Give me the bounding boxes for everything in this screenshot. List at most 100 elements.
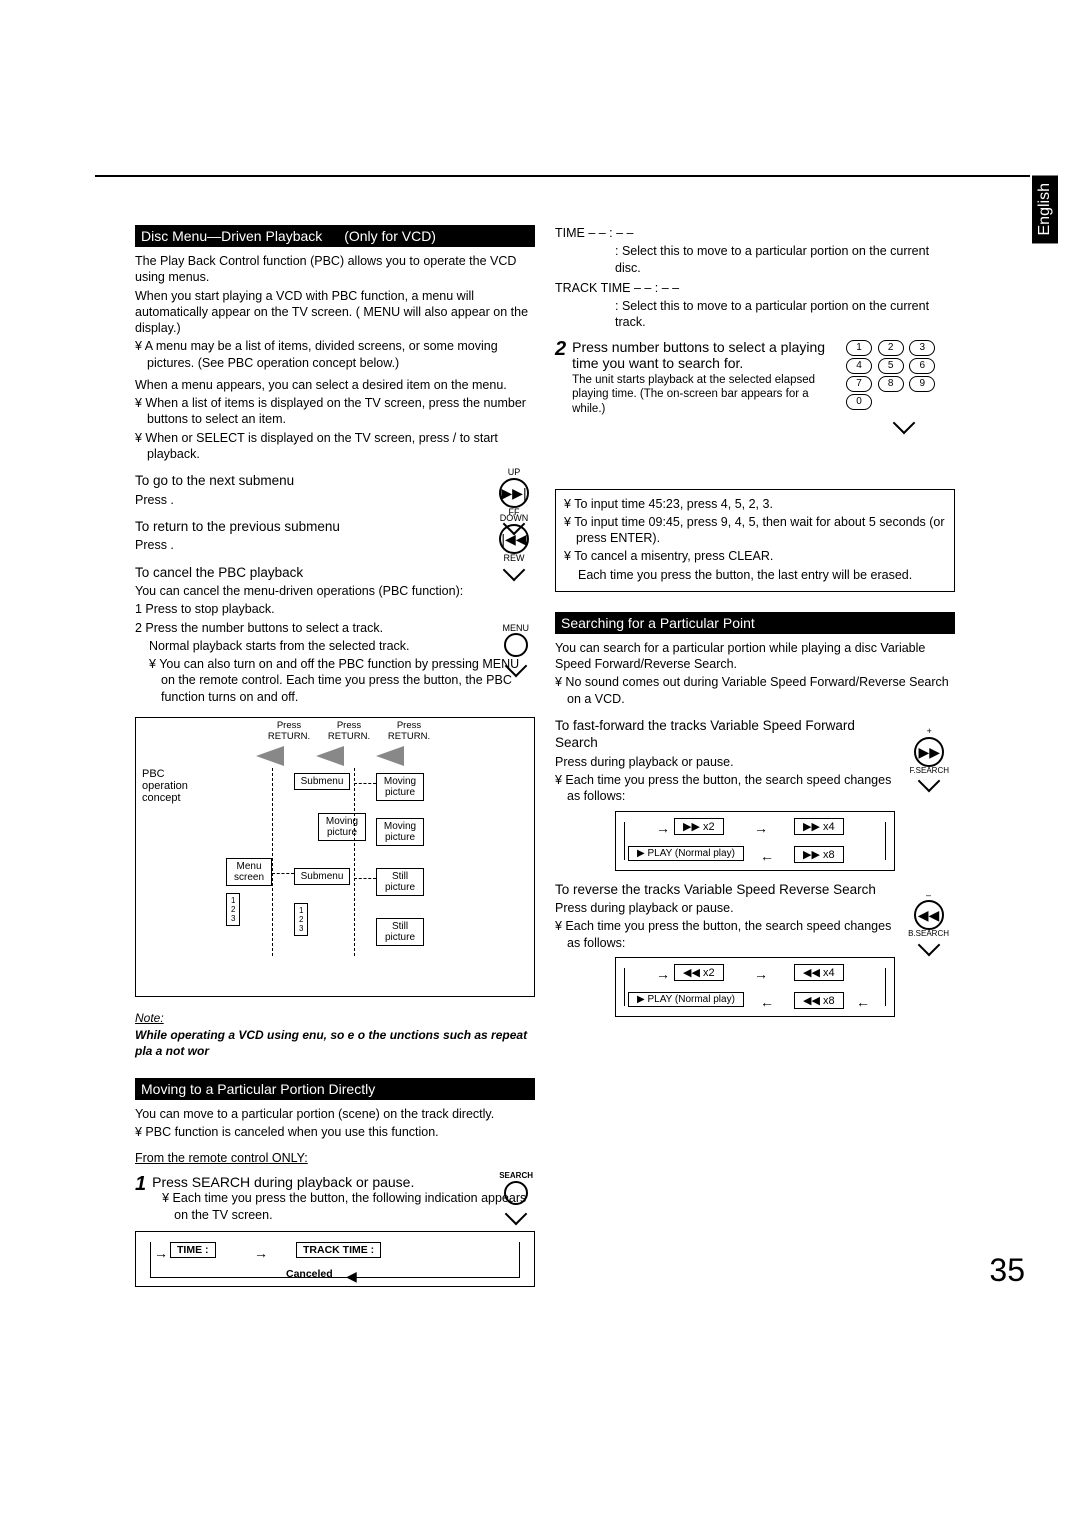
connector-line — [624, 968, 625, 1006]
keypad-6[interactable]: 6 — [909, 358, 935, 374]
arrow-icon: → — [656, 820, 670, 836]
bsearch-circle-icon: ◀◀ — [914, 900, 944, 930]
arrow-icon — [256, 746, 284, 766]
connector-line — [624, 822, 625, 860]
rew-body: Press during playback or pause. — [555, 900, 955, 916]
input-ex-4: Each time you press the button, the last… — [564, 567, 946, 583]
connector-line — [346, 1277, 520, 1278]
rew-play: ▶ PLAY (Normal play) — [628, 992, 744, 1007]
ff-body: Press during playback or pause. — [555, 754, 955, 770]
cancel-line-4: ¥ You can also turn on and off the PBC f… — [135, 656, 535, 705]
keypad-1[interactable]: 1 — [846, 340, 872, 356]
arrow-icon — [316, 746, 344, 766]
moving-pic-1: Moving picture — [318, 813, 366, 841]
still-pic-1: Still picture — [376, 868, 424, 896]
menu-ops-3: ¥ When or SELECT is displayed on the TV … — [135, 430, 535, 463]
connector-line — [519, 1242, 520, 1278]
header-sub: (Only for VCD) — [344, 228, 436, 244]
keypad-9[interactable]: 9 — [909, 376, 935, 392]
arrow-icon — [376, 746, 404, 766]
search-intro-2: ¥ No sound comes out during Variable Spe… — [555, 674, 955, 707]
pointer-icon — [503, 658, 530, 674]
press-return-3: Press RETURN. — [384, 720, 434, 742]
section-header-moving: Moving to a Particular Portion Directly — [135, 1078, 535, 1100]
nums-box-1: 1 2 3 — [226, 893, 240, 926]
connector-line — [885, 968, 886, 1006]
pointer-icon — [853, 415, 955, 431]
page-top-rule — [95, 175, 1030, 177]
rew-icon-circle: |◀◀ — [499, 524, 529, 554]
ff-title: To fast-forward the tracks Variable Spee… — [555, 717, 955, 752]
note-text: While operating a VCD using enu, so e o … — [135, 1028, 535, 1059]
search-intro-1: You can search for a particular portion … — [555, 640, 955, 673]
bsearch-button-icon: – ◀◀ B.SEARCH — [908, 891, 949, 954]
ff-icon-circle: ▶▶| — [499, 478, 529, 508]
step-1-text: Press SEARCH during playback or pause. — [152, 1174, 535, 1190]
input-examples-box: ¥ To input time 45:23, press 4, 5, 2, 3.… — [555, 489, 955, 592]
next-submenu-title: To go to the next submenu — [135, 472, 535, 490]
keypad-4[interactable]: 4 — [846, 358, 872, 374]
pointer-icon — [499, 1206, 533, 1222]
section-header-search-point: Searching for a Particular Point — [555, 612, 955, 634]
fsearch-sign: + — [909, 727, 949, 737]
right-column: TIME – – : – – : Select this to move to … — [555, 225, 955, 1287]
number-keypad: 1 2 3 4 5 6 7 8 9 0 — [845, 339, 955, 431]
dashed-line — [354, 783, 376, 784]
submenu-box-2: Submenu — [294, 868, 350, 885]
arrow-icon: → — [656, 966, 670, 982]
input-ex-1: ¥ To input time 45:23, press 4, 5, 2, 3. — [564, 496, 946, 512]
rew-x8: ◀◀ x8 — [794, 992, 844, 1009]
from-remote-label: From the remote control ONLY: — [135, 1150, 535, 1166]
input-ex-3: ¥ To cancel a misentry, press CLEAR. — [564, 548, 946, 564]
arrow-icon: ← — [856, 994, 870, 1010]
rew-speed-diagram: ◀◀ x2 ◀◀ x4 ◀◀ x8 ▶ PLAY (Normal play) →… — [615, 957, 895, 1017]
press-return-2: Press RETURN. — [324, 720, 374, 742]
cancel-line-3: Normal playback starts from the selected… — [135, 638, 535, 654]
content-area: Disc Menu—Driven Playback (Only for VCD)… — [135, 225, 955, 1287]
cancel-line-0: You can cancel the menu-driven operation… — [135, 583, 535, 599]
time-def-2-b: : Select this to move to a particular po… — [555, 298, 955, 331]
menu-ops-2: ¥ When a list of items is displayed on t… — [135, 395, 535, 428]
moving-line-1: You can move to a particular portion (sc… — [135, 1106, 535, 1122]
fsearch-circle-icon: ▶▶ — [914, 737, 944, 767]
still-pic-2: Still picture — [376, 918, 424, 946]
search-circle-icon — [504, 1181, 528, 1205]
keypad-2[interactable]: 2 — [878, 340, 904, 356]
cancel-pbc-title: To cancel the PBC playback — [135, 564, 535, 582]
menu-ops-1: When a menu appears, you can select a de… — [135, 377, 535, 393]
ff-play: ▶ PLAY (Normal play) — [628, 846, 744, 861]
submenu-box-1: Submenu — [294, 773, 350, 790]
time-def-2: TRACK TIME – – : – – : Select this to mo… — [555, 280, 955, 331]
keypad-0[interactable]: 0 — [846, 394, 872, 410]
step-2-row: 2 Press number buttons to select a playi… — [555, 339, 955, 479]
intro-bullet-1: ¥ A menu may be a list of items, divided… — [135, 338, 535, 371]
menu-button-icon: MENU — [503, 624, 530, 675]
next-submenu-body: Press . — [135, 492, 535, 508]
keypad-8[interactable]: 8 — [878, 376, 904, 392]
language-tab: English — [1032, 175, 1058, 243]
keypad-5[interactable]: 5 — [878, 358, 904, 374]
left-column: Disc Menu—Driven Playback (Only for VCD)… — [135, 225, 535, 1287]
concept-title: PBC operation concept — [142, 768, 212, 804]
intro-p1: The Play Back Control function (PBC) all… — [135, 253, 535, 286]
time-def-2-h: TRACK TIME – – : – – — [555, 280, 955, 296]
arrow-icon: → — [254, 1245, 268, 1261]
time-node: TIME : — [170, 1242, 216, 1258]
step-1-number: 1 — [135, 1174, 146, 1194]
keypad-3[interactable]: 3 — [909, 340, 935, 356]
step-2-sub: The unit starts playback at the selected… — [572, 373, 840, 418]
time-def-1-b: : Select this to move to a particular po… — [555, 243, 955, 276]
arrow-icon: ← — [760, 848, 774, 864]
rew-x2: ◀◀ x2 — [674, 964, 724, 981]
note-label: Note: — [135, 1011, 535, 1027]
section-header-disc-menu: Disc Menu—Driven Playback (Only for VCD) — [135, 225, 535, 247]
ff-speed-diagram: ▶▶ x2 ▶▶ x4 ▶▶ x8 ▶ PLAY (Normal play) →… — [615, 811, 895, 871]
input-ex-2: ¥ To input time 09:45, press 9, 4, 5, th… — [564, 514, 946, 547]
prev-submenu-title: To return to the previous submenu — [135, 518, 535, 536]
keypad-7[interactable]: 7 — [846, 376, 872, 392]
step-1-sub: ¥ Each time you press the button, the fo… — [152, 1190, 535, 1223]
pbc-concept-diagram: PBC operation concept Press RETURN. Pres… — [135, 717, 535, 997]
rew-icon-top: DOWN — [499, 514, 529, 524]
menu-label: MENU — [503, 624, 530, 634]
connector-line — [885, 822, 886, 860]
